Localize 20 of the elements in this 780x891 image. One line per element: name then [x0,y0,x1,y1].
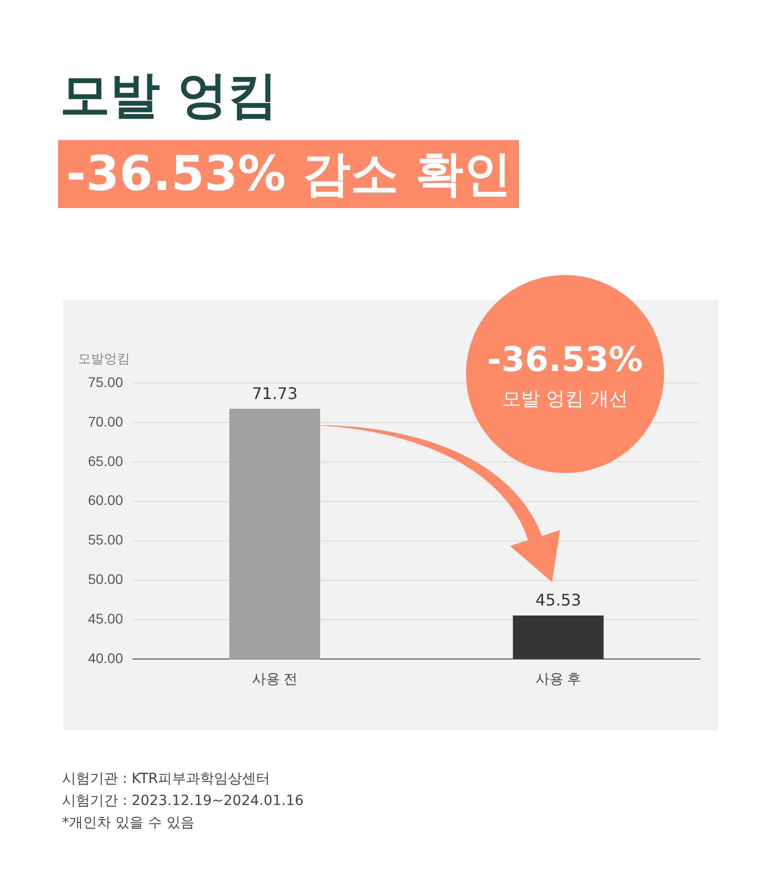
x-tick-label: 사용 전 [252,670,298,686]
y-tick-label: 45.00 [88,610,124,627]
annotation: 모발 엉킴 개선 [500,387,630,412]
text: *개인차 있을 수 있음 [62,814,196,833]
y-tick-label: 50.00 [88,571,124,588]
y-tick-label: 65.00 [88,452,124,469]
text: 시험기관 : KTR피부과학임상센터 [62,770,271,789]
x-tick-label: 사용 후 [535,670,582,686]
y-tick-label: 40.00 [88,650,124,666]
y-tick-label: 60.00 [88,492,124,508]
y-tick-label: 55.00 [88,532,124,548]
data-label: 45.53 [535,590,582,610]
text: -36.53% [486,340,644,380]
y-tick-label: 75.00 [88,374,124,390]
chart-subtitle: -36.53% 감소 확인 [58,140,520,208]
chart-title: 모발 엉킴 [60,65,278,126]
y-tick-label: 70.00 [88,413,124,430]
data-label: 71.73 [252,384,298,403]
text: 시험기간 : 2023.12.19~2024.01.16 [62,792,304,811]
y-axis-title: 모발엉킴 [78,351,130,368]
